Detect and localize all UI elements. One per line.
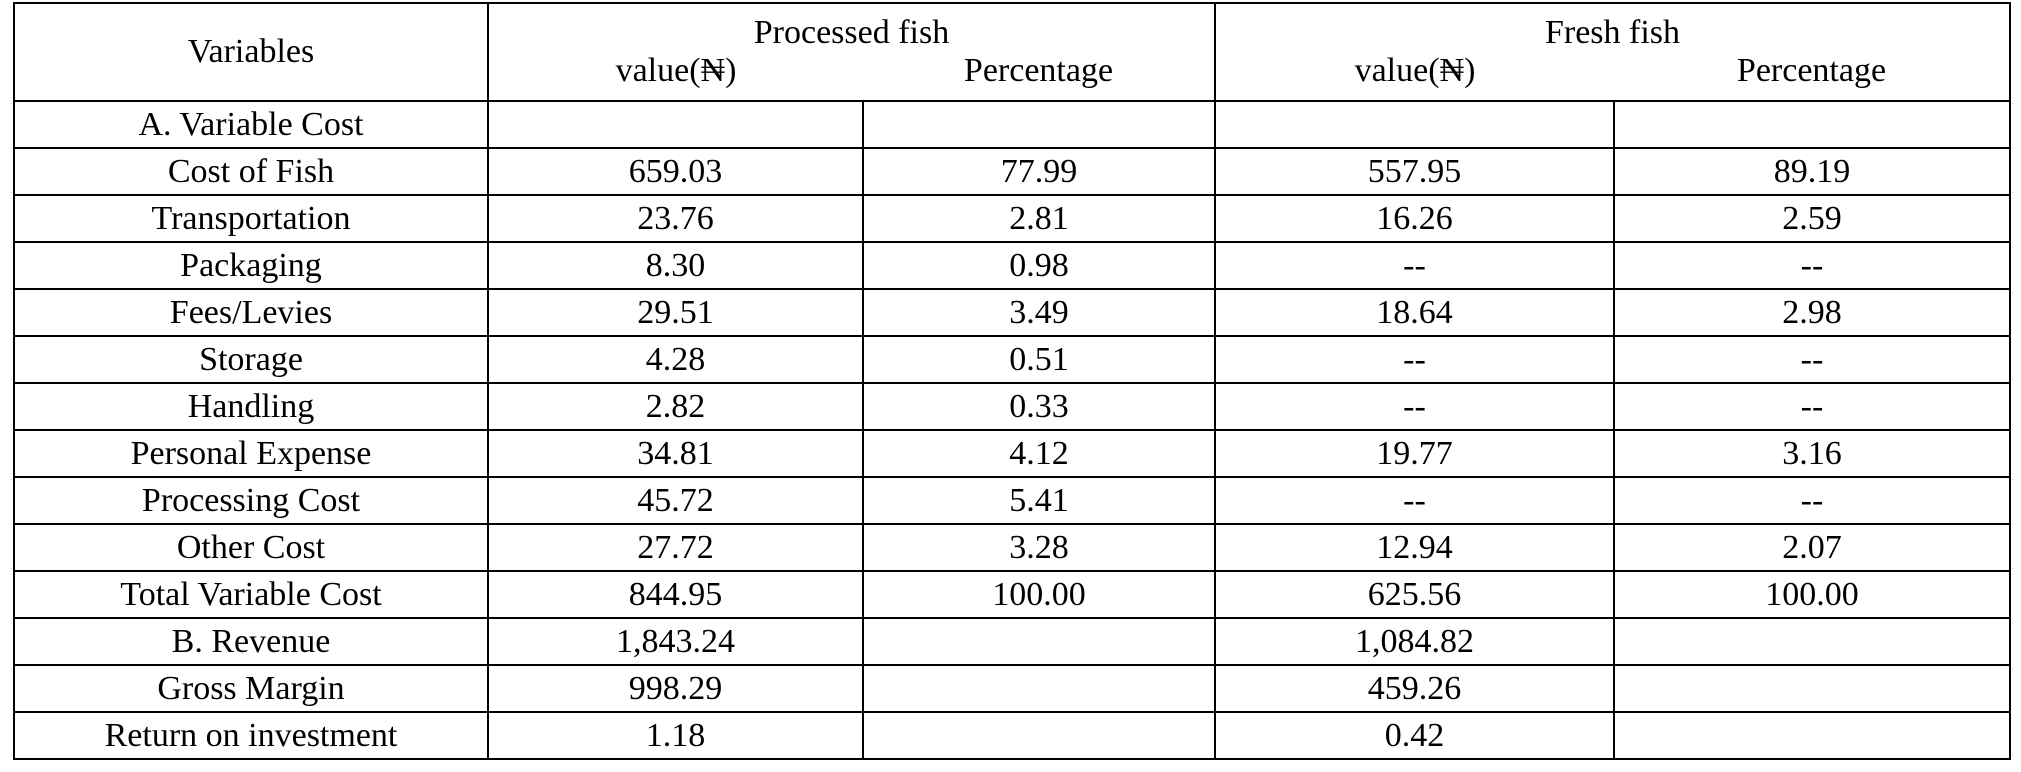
table-row: Personal Expense 34.81 4.12 19.77 3.16 [13,429,2011,478]
processed-value-cell: 2.82 [487,382,864,431]
processed-value-cell: 659.03 [487,147,864,196]
processed-value-cell: 844.95 [487,570,864,619]
row-label: Storage [13,335,489,384]
table-body: A. Variable Cost Cost of Fish 659.03 77.99 5… [13,100,2011,760]
header-processed-fish: Processed fish [487,2,1216,52]
fresh-percentage-cell: 3.16 [1613,429,2011,478]
header-processed-percentage: Percentage [863,52,1216,102]
cost-return-table: Variables Processed fish Fresh fish valu… [13,2,2011,760]
fresh-value-cell: -- [1214,476,1615,525]
fresh-value-cell: 1,084.82 [1214,617,1615,666]
row-label: Handling [13,382,489,431]
processed-value-cell: 27.72 [487,523,864,572]
processed-percentage-cell: 5.41 [862,476,1216,525]
table-row: Gross Margin 998.29 459.26 [13,664,2011,713]
processed-value-cell: 4.28 [487,335,864,384]
processed-percentage-cell: 0.98 [862,241,1216,290]
processed-value-cell: 45.72 [487,476,864,525]
table-row: Fees/Levies 29.51 3.49 18.64 2.98 [13,288,2011,337]
row-label: Other Cost [13,523,489,572]
processed-percentage-cell: 0.51 [862,335,1216,384]
fresh-percentage-cell: -- [1613,241,2011,290]
processed-value-cell [487,100,864,149]
processed-percentage-cell [862,617,1216,666]
table-row: Storage 4.28 0.51 -- -- [13,335,2011,384]
row-label: Packaging [13,241,489,290]
header-row-groups: Variables Processed fish Fresh fish [13,2,2011,102]
fresh-percentage-cell: 100.00 [1613,570,2011,619]
fresh-percentage-cell: -- [1613,335,2011,384]
fresh-value-cell: 0.42 [1214,711,1615,760]
processed-percentage-cell: 3.49 [862,288,1216,337]
row-label: Personal Expense [13,429,489,478]
processed-value-cell: 1,843.24 [487,617,864,666]
processed-percentage-cell: 3.28 [862,523,1216,572]
table-row: Total Variable Cost 844.95 100.00 625.56 100… [13,570,2011,619]
row-label: A. Variable Cost [13,100,489,149]
processed-value-cell: 29.51 [487,288,864,337]
processed-percentage-cell [862,711,1216,760]
fresh-percentage-cell: -- [1613,382,2011,431]
fresh-percentage-cell: 2.07 [1613,523,2011,572]
row-label: Cost of Fish [13,147,489,196]
processed-value-cell: 8.30 [487,241,864,290]
row-label: Gross Margin [13,664,489,713]
fresh-percentage-cell: 89.19 [1613,147,2011,196]
header-fresh-percentage: Percentage [1614,52,2011,102]
header-fresh-fish: Fresh fish [1214,2,2011,52]
processed-percentage-cell [862,664,1216,713]
processed-percentage-cell: 4.12 [862,429,1216,478]
fresh-percentage-cell [1613,664,2011,713]
header-fresh-value: value(₦) [1214,52,1614,102]
processed-percentage-cell: 77.99 [862,147,1216,196]
header-variables: Variables [13,2,489,102]
table-row: Handling 2.82 0.33 -- -- [13,382,2011,431]
fresh-percentage-cell [1613,100,2011,149]
fresh-value-cell: 18.64 [1214,288,1615,337]
fresh-percentage-cell: 2.98 [1613,288,2011,337]
fresh-percentage-cell [1613,711,2011,760]
fresh-value-cell: 459.26 [1214,664,1615,713]
fresh-value-cell [1214,100,1615,149]
row-label: B. Revenue [13,617,489,666]
header-processed-value: value(₦) [487,52,863,102]
processed-percentage-cell: 100.00 [862,570,1216,619]
processed-percentage-cell [862,100,1216,149]
processed-percentage-cell: 0.33 [862,382,1216,431]
fresh-value-cell: -- [1214,335,1615,384]
fresh-value-cell: 12.94 [1214,523,1615,572]
table-row: Cost of Fish 659.03 77.99 557.95 89.19 [13,147,2011,196]
table-row: Transportation 23.76 2.81 16.26 2.59 [13,194,2011,243]
fresh-value-cell: -- [1214,241,1615,290]
table-row: Processing Cost 45.72 5.41 -- -- [13,476,2011,525]
row-label: Return on investment [13,711,489,760]
row-label: Transportation [13,194,489,243]
table-row: Packaging 8.30 0.98 -- -- [13,241,2011,290]
fresh-value-cell: -- [1214,382,1615,431]
table-row: Return on investment 1.18 0.42 [13,711,2011,760]
fresh-percentage-cell [1613,617,2011,666]
row-label: Fees/Levies [13,288,489,337]
table-row: Other Cost 27.72 3.28 12.94 2.07 [13,523,2011,572]
fresh-value-cell: 557.95 [1214,147,1615,196]
processed-value-cell: 23.76 [487,194,864,243]
processed-value-cell: 998.29 [487,664,864,713]
processed-value-cell: 1.18 [487,711,864,760]
header-row-subcolumns: value(₦) Percentage value(₦) Percentage [14,52,2011,102]
row-label: Total Variable Cost [13,570,489,619]
fresh-value-cell: 625.56 [1214,570,1615,619]
processed-percentage-cell: 2.81 [862,194,1216,243]
table-row: B. Revenue 1,843.24 1,084.82 [13,617,2011,666]
fresh-value-cell: 19.77 [1214,429,1615,478]
fresh-value-cell: 16.26 [1214,194,1615,243]
processed-value-cell: 34.81 [487,429,864,478]
fresh-percentage-cell: 2.59 [1613,194,2011,243]
row-label: Processing Cost [13,476,489,525]
fresh-percentage-cell: -- [1613,476,2011,525]
table-row: A. Variable Cost [13,100,2011,149]
